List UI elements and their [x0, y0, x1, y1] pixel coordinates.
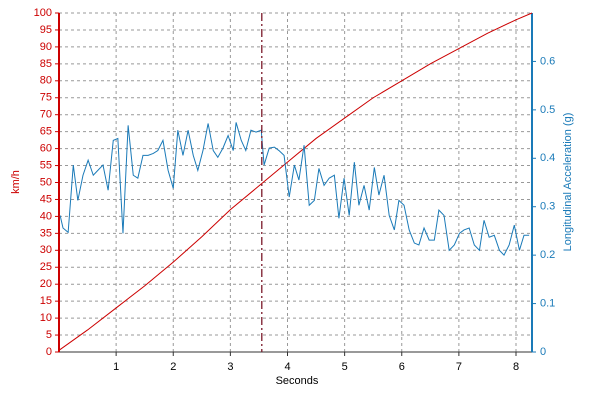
- x-tick-label: 6: [399, 361, 405, 373]
- y2-tick-label: 0.3: [540, 201, 555, 213]
- y2-tick-label: 0.5: [540, 104, 555, 116]
- y-tick-label: 25: [40, 261, 52, 273]
- y-tick-label: 65: [40, 126, 52, 138]
- y-tick-label: 0: [46, 346, 52, 358]
- y-tick-label: 75: [40, 92, 52, 104]
- x-tick-label: 4: [284, 361, 290, 373]
- y2-tick-label: 0: [540, 346, 546, 358]
- y-axis-label: km/h: [10, 170, 22, 194]
- y-tick-label: 90: [40, 41, 52, 53]
- x-tick-label: 1: [113, 361, 119, 373]
- x-axis-label: Seconds: [276, 375, 319, 387]
- y-tick-label: 70: [40, 109, 52, 121]
- y2-axis-label: Longitudinal Acceleration (g): [562, 113, 574, 252]
- y2-tick-label: 0.1: [540, 297, 555, 309]
- y-tick-label: 100: [34, 7, 52, 19]
- y-tick-label: 5: [46, 329, 52, 341]
- series-line: [59, 122, 530, 257]
- y-tick-label: 60: [40, 143, 52, 155]
- x-tick-label: 2: [170, 361, 176, 373]
- series-line: [58, 12, 533, 351]
- x-tick-label: 7: [456, 361, 462, 373]
- y-tick-label: 95: [40, 24, 52, 36]
- x-tick-label: 5: [342, 361, 348, 373]
- y-tick-label: 45: [40, 193, 52, 205]
- y-tick-label: 10: [40, 312, 52, 324]
- y-tick-label: 85: [40, 58, 52, 70]
- y2-tick-label: 0.4: [540, 152, 555, 164]
- x-tick-label: 3: [227, 361, 233, 373]
- y-tick-label: 55: [40, 159, 52, 171]
- y-tick-label: 35: [40, 227, 52, 239]
- y2-tick-label: 0.6: [540, 55, 555, 67]
- y-tick-label: 15: [40, 295, 52, 307]
- x-tick-label: 8: [513, 361, 519, 373]
- y-tick-label: 50: [40, 176, 52, 188]
- y-tick-label: 20: [40, 278, 52, 290]
- y-tick-label: 80: [40, 75, 52, 87]
- y-tick-label: 30: [40, 244, 52, 256]
- y2-tick-label: 0.2: [540, 249, 555, 261]
- y-tick-label: 40: [40, 210, 52, 222]
